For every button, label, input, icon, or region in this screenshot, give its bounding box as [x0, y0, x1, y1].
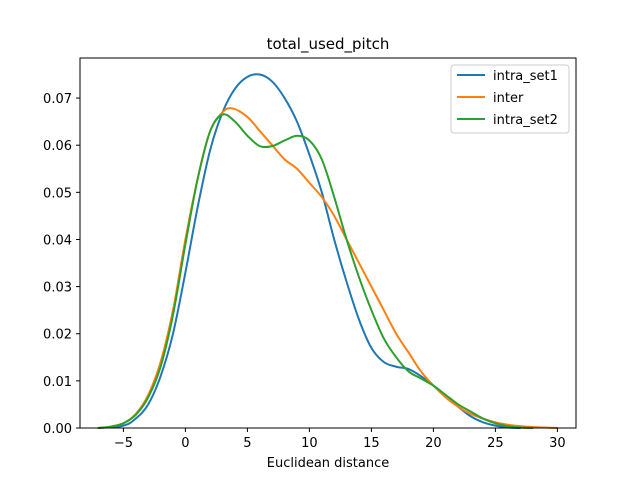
y-tick-label: 0.04	[43, 233, 72, 248]
x-tick-label: 20	[425, 436, 442, 451]
legend-label-intra-set1: intra_set1	[493, 69, 558, 84]
plot-frame	[79, 57, 577, 429]
y-tick-label: 0.02	[43, 328, 72, 343]
y-tick-label: 0.03	[43, 281, 72, 296]
y-tick-label: 0.07	[43, 92, 72, 107]
legend-box	[450, 64, 570, 134]
x-axis: −5 0 5 10 15 20 25 30	[114, 428, 566, 451]
series-line-intra-set2	[97, 113, 534, 429]
x-tick-label: 15	[363, 436, 380, 451]
y-axis: 0.00 0.01 0.02 0.03 0.04 0.05 0.06 0.07	[43, 92, 80, 437]
x-tick-label: 0	[181, 436, 189, 451]
x-axis-label: Euclidean distance	[267, 456, 390, 471]
x-tick-label: −5	[114, 436, 133, 451]
x-tick-label: 10	[301, 436, 318, 451]
y-tick-label: 0.06	[43, 139, 72, 154]
y-tick-label: 0.05	[43, 186, 72, 201]
y-tick-label: 0.00	[43, 422, 72, 437]
legend-label-inter: inter	[493, 91, 524, 106]
legend-label-intra-set2: intra_set2	[493, 113, 558, 128]
chart-title: total_used_pitch	[267, 35, 390, 54]
y-tick-label: 0.01	[43, 375, 72, 390]
x-tick-label: 5	[243, 436, 251, 451]
x-tick-label: 30	[549, 436, 566, 451]
series-layer	[97, 73, 559, 429]
x-tick-label: 25	[487, 436, 504, 451]
